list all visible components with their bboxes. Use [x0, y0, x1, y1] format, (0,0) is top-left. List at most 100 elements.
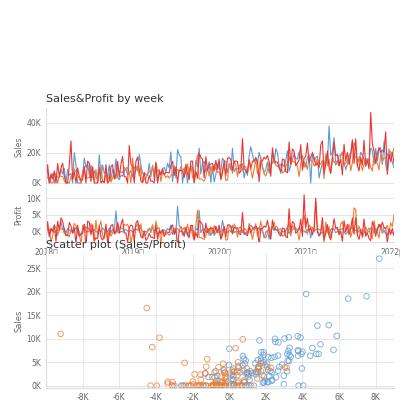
Point [258, 355, 264, 362]
Point [244, 370, 250, 376]
Point [260, 349, 267, 356]
Point [226, 382, 232, 389]
Point [252, 360, 258, 366]
Point [255, 369, 262, 375]
Point [202, 370, 208, 376]
Point [251, 382, 257, 389]
Point [226, 370, 233, 376]
Point [284, 368, 290, 374]
Point [239, 362, 246, 369]
Point [262, 378, 268, 384]
Point [228, 381, 234, 387]
Point [295, 382, 302, 389]
Point [307, 353, 313, 359]
Point [236, 364, 242, 371]
Point [213, 378, 220, 384]
Point [262, 362, 268, 368]
Point [284, 351, 290, 357]
Point [164, 378, 171, 385]
Point [171, 382, 178, 389]
Point [326, 322, 332, 328]
Point [219, 380, 226, 386]
X-axis label: Order Date の月: Order Date の月 [193, 259, 247, 268]
Point [284, 364, 290, 371]
Point [237, 369, 244, 376]
Point [244, 369, 251, 376]
Point [249, 370, 255, 376]
Point [256, 363, 262, 370]
Point [231, 368, 237, 375]
Point [228, 376, 235, 382]
Point [247, 368, 254, 374]
Point [240, 353, 246, 359]
Point [261, 373, 267, 380]
Point [220, 367, 227, 374]
Point [214, 382, 220, 389]
Point [154, 382, 160, 389]
Point [240, 367, 247, 374]
Point [286, 344, 293, 351]
Point [200, 382, 206, 389]
Point [275, 368, 281, 374]
Point [281, 381, 287, 387]
Point [345, 296, 352, 302]
Point [303, 291, 309, 297]
Point [252, 371, 259, 378]
Point [235, 378, 242, 385]
Point [244, 382, 250, 389]
Point [228, 382, 234, 389]
Point [242, 379, 248, 386]
Point [164, 380, 171, 387]
Point [258, 360, 264, 366]
Point [242, 360, 248, 367]
Point [258, 349, 264, 356]
Point [363, 293, 370, 300]
Point [211, 370, 218, 376]
Point [230, 365, 236, 372]
Point [212, 374, 218, 380]
Point [234, 372, 241, 378]
Point [220, 360, 226, 367]
Point [254, 376, 260, 382]
Point [280, 372, 287, 379]
Point [203, 382, 210, 389]
Point [198, 376, 204, 383]
Point [179, 382, 186, 389]
Point [234, 368, 241, 375]
Point [190, 378, 196, 385]
Point [203, 364, 210, 370]
Point [194, 382, 201, 389]
Point [217, 378, 223, 384]
Point [218, 382, 225, 389]
Point [225, 378, 232, 385]
Point [221, 382, 227, 389]
Point [235, 359, 241, 366]
Point [330, 347, 337, 353]
Point [188, 382, 194, 389]
Point [246, 382, 252, 389]
Point [255, 365, 261, 372]
Point [246, 377, 253, 383]
Point [197, 382, 204, 389]
Point [212, 380, 218, 386]
Point [58, 331, 64, 337]
Point [178, 382, 184, 389]
Point [286, 334, 292, 340]
Point [269, 376, 275, 383]
Point [222, 374, 228, 380]
Point [267, 368, 274, 374]
Point [256, 337, 263, 344]
Point [222, 382, 228, 389]
Point [294, 333, 301, 339]
Point [170, 379, 176, 385]
Point [275, 352, 281, 359]
Point [281, 335, 288, 342]
Point [209, 382, 216, 389]
Point [149, 344, 156, 350]
Point [232, 345, 239, 351]
Point [260, 359, 267, 365]
Point [285, 348, 292, 354]
Point [271, 354, 278, 360]
Point [284, 358, 291, 364]
Point [185, 382, 192, 389]
